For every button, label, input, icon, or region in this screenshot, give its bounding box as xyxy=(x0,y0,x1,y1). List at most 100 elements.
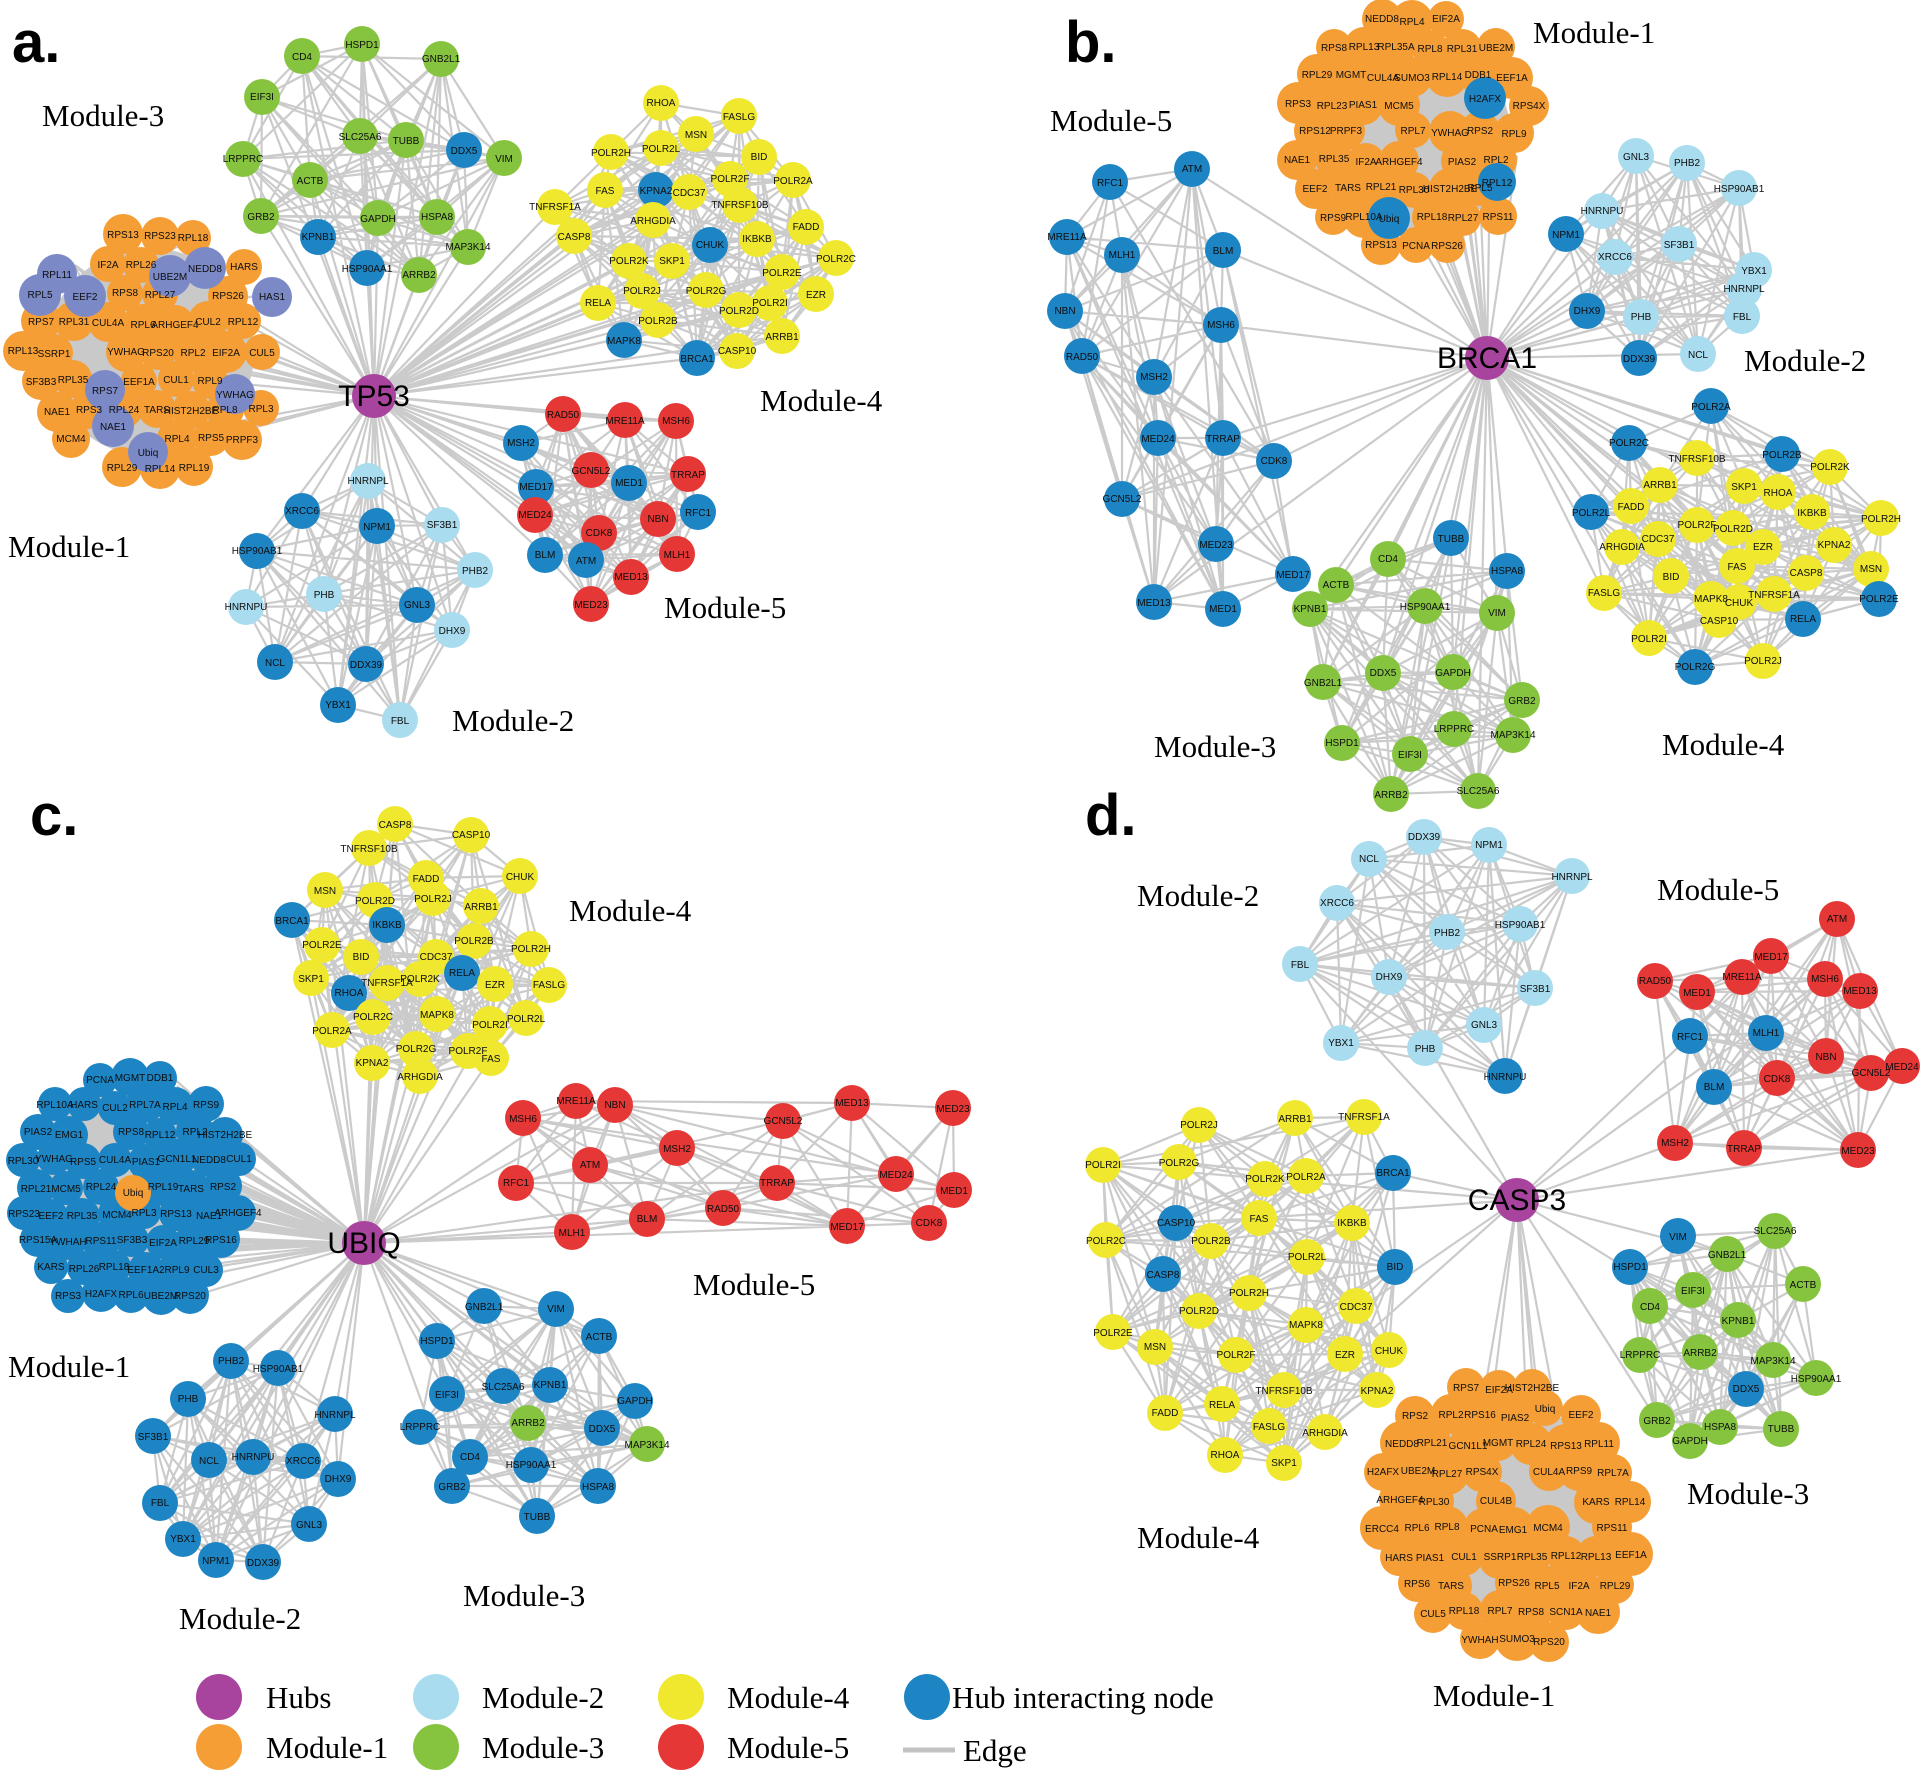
svg-text:TARS: TARS xyxy=(1438,1581,1464,1592)
svg-text:MED24: MED24 xyxy=(1141,434,1175,445)
svg-text:NAE1: NAE1 xyxy=(1585,1608,1612,1619)
svg-text:RPL12: RPL12 xyxy=(1482,178,1513,189)
svg-text:RPL19: RPL19 xyxy=(179,463,210,474)
svg-text:RPS26: RPS26 xyxy=(212,291,244,302)
svg-text:GCN5L2: GCN5L2 xyxy=(1852,1068,1891,1079)
svg-text:MED1: MED1 xyxy=(615,478,643,489)
svg-text:SKP1: SKP1 xyxy=(298,974,324,985)
svg-text:SKP1: SKP1 xyxy=(1271,1458,1297,1469)
svg-text:CDC37: CDC37 xyxy=(673,188,706,199)
svg-text:Module-4: Module-4 xyxy=(1662,727,1785,762)
svg-text:CASP10: CASP10 xyxy=(1157,1218,1196,1229)
svg-text:POLR2F: POLR2F xyxy=(449,1046,488,1057)
svg-text:DDB1: DDB1 xyxy=(1465,70,1492,81)
svg-text:RPL9: RPL9 xyxy=(197,376,222,387)
svg-text:SLC25A6: SLC25A6 xyxy=(1754,1226,1797,1237)
svg-text:NCL: NCL xyxy=(1359,854,1379,865)
svg-text:SUMO3: SUMO3 xyxy=(1394,73,1430,84)
svg-text:FBL: FBL xyxy=(151,1498,170,1509)
svg-text:CASP3: CASP3 xyxy=(1468,1184,1566,1217)
svg-text:IKBKB: IKBKB xyxy=(742,234,772,245)
svg-text:BRCA1: BRCA1 xyxy=(275,916,309,927)
svg-text:RPL3: RPL3 xyxy=(248,404,273,415)
svg-text:FASLG: FASLG xyxy=(533,980,565,991)
svg-text:YBX1: YBX1 xyxy=(170,1534,196,1545)
svg-text:ARHGDIA: ARHGDIA xyxy=(630,216,676,227)
svg-text:MAP3K14: MAP3K14 xyxy=(624,1440,669,1451)
svg-text:RPL6: RPL6 xyxy=(1404,1523,1429,1534)
svg-text:CUL2: CUL2 xyxy=(195,317,221,328)
svg-text:CHUK: CHUK xyxy=(1725,598,1754,609)
svg-text:RPS11: RPS11 xyxy=(1483,212,1514,223)
svg-text:POLR2A: POLR2A xyxy=(1286,1172,1326,1183)
svg-text:RPL9: RPL9 xyxy=(164,1265,189,1276)
svg-text:SSRP1: SSRP1 xyxy=(38,349,71,360)
svg-text:NPM1: NPM1 xyxy=(1552,230,1580,241)
svg-text:RPS20: RPS20 xyxy=(174,1291,206,1302)
svg-text:KPNB1: KPNB1 xyxy=(1294,604,1327,615)
svg-text:RPL8: RPL8 xyxy=(212,405,237,416)
svg-text:RPS9: RPS9 xyxy=(193,1100,220,1111)
svg-text:POLR2L: POLR2L xyxy=(1288,1252,1327,1263)
svg-text:XRCC6: XRCC6 xyxy=(1320,898,1354,909)
svg-text:KPNB1: KPNB1 xyxy=(1722,1316,1755,1327)
svg-text:Module-4: Module-4 xyxy=(1137,1520,1260,1555)
svg-text:RPL21: RPL21 xyxy=(21,1184,52,1195)
svg-text:RPS4X: RPS4X xyxy=(1513,101,1546,112)
svg-text:POLR2F: POLR2F xyxy=(1678,520,1717,531)
svg-text:ARRB2: ARRB2 xyxy=(1374,790,1408,801)
svg-text:TARS: TARS xyxy=(144,405,170,416)
svg-text:H2AFX: H2AFX xyxy=(1469,94,1502,105)
svg-text:FBL: FBL xyxy=(1291,960,1310,971)
svg-text:RPS16: RPS16 xyxy=(1464,1410,1496,1421)
svg-text:RPL12: RPL12 xyxy=(145,1130,176,1141)
svg-text:RFC1: RFC1 xyxy=(685,508,712,519)
svg-text:MED1: MED1 xyxy=(1209,604,1237,615)
svg-text:POLR2E: POLR2E xyxy=(1093,1328,1133,1339)
svg-text:IKBKB: IKBKB xyxy=(1337,1218,1367,1229)
svg-text:RPL2: RPL2 xyxy=(180,348,205,359)
svg-text:HSP90AB1: HSP90AB1 xyxy=(1714,184,1765,195)
svg-text:RPL11: RPL11 xyxy=(1584,1439,1614,1450)
svg-text:RPL6: RPL6 xyxy=(130,320,155,331)
svg-text:RPL30: RPL30 xyxy=(1419,1497,1450,1508)
svg-text:GCN5L2: GCN5L2 xyxy=(764,1116,803,1127)
svg-text:RPS13: RPS13 xyxy=(160,1209,192,1220)
svg-text:VIM: VIM xyxy=(547,1304,565,1315)
svg-text:DHX9: DHX9 xyxy=(325,1474,352,1485)
svg-text:SCN1A: SCN1A xyxy=(1549,1607,1583,1618)
svg-text:RPL13: RPL13 xyxy=(8,346,39,357)
svg-text:EZR: EZR xyxy=(1335,1350,1355,1361)
svg-text:KPNA2: KPNA2 xyxy=(1361,1386,1394,1397)
svg-text:RPL7: RPL7 xyxy=(1487,1606,1512,1617)
svg-text:CD4: CD4 xyxy=(292,52,312,63)
svg-text:RPL18: RPL18 xyxy=(1417,212,1448,223)
svg-text:Module-2: Module-2 xyxy=(179,1601,301,1636)
svg-text:MSH2: MSH2 xyxy=(1661,1138,1689,1149)
svg-text:POLR2J: POLR2J xyxy=(623,286,661,297)
svg-text:PCNA: PCNA xyxy=(86,1075,114,1086)
svg-text:PHB2: PHB2 xyxy=(462,566,489,577)
svg-text:EIF3I: EIF3I xyxy=(1681,1286,1705,1297)
svg-text:NCL: NCL xyxy=(265,658,285,669)
svg-text:EIF2A: EIF2A xyxy=(149,1238,177,1249)
svg-text:CDC37: CDC37 xyxy=(1642,534,1675,545)
svg-text:IKBKB: IKBKB xyxy=(1797,508,1827,519)
svg-text:RELA: RELA xyxy=(1790,614,1816,625)
svg-text:PHB: PHB xyxy=(314,590,335,601)
svg-text:EEF2: EEF2 xyxy=(1568,1410,1593,1421)
svg-text:SLC25A6: SLC25A6 xyxy=(339,132,382,143)
svg-text:UBE2M: UBE2M xyxy=(1479,43,1513,54)
svg-text:MED13: MED13 xyxy=(614,572,648,583)
svg-text:CD4: CD4 xyxy=(1640,1302,1660,1313)
svg-text:POLR2C: POLR2C xyxy=(816,254,856,265)
svg-text:POLR2B: POLR2B xyxy=(1762,450,1802,461)
svg-text:FASLG: FASLG xyxy=(723,112,755,123)
svg-text:ARRB2: ARRB2 xyxy=(1683,1348,1717,1359)
svg-text:RPL14: RPL14 xyxy=(145,464,176,475)
svg-text:POLR2J: POLR2J xyxy=(1180,1120,1218,1131)
svg-text:SUMO3: SUMO3 xyxy=(1499,1634,1535,1645)
svg-text:ARHGDIA: ARHGDIA xyxy=(397,1072,443,1083)
svg-text:FAS: FAS xyxy=(482,1054,501,1065)
svg-text:POLR2A: POLR2A xyxy=(1691,402,1731,413)
